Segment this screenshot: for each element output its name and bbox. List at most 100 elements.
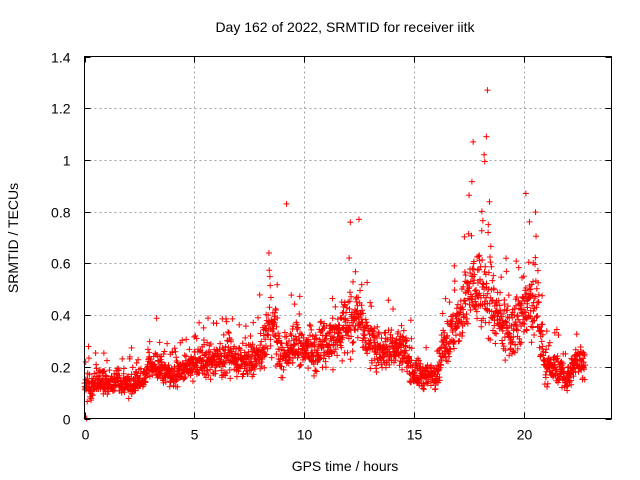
data-point: [530, 278, 537, 285]
data-point: [264, 345, 271, 352]
data-point: [452, 332, 459, 339]
data-point: [250, 319, 257, 326]
data-point: [340, 325, 347, 332]
data-point: [135, 356, 142, 363]
data-point: [354, 307, 361, 314]
data-point: [513, 258, 520, 265]
data-point: [352, 315, 359, 322]
data-point: [496, 302, 503, 309]
data-point: [451, 278, 458, 285]
data-point: [91, 370, 98, 377]
data-point: [446, 348, 453, 355]
data-point: [211, 356, 218, 363]
data-point: [311, 372, 318, 379]
data-point: [149, 372, 156, 379]
data-point: [280, 366, 287, 373]
data-point: [104, 391, 111, 398]
data-point: [528, 339, 535, 346]
data-point: [525, 290, 532, 297]
data-point: [378, 361, 385, 368]
y-tick-label: 0.6: [51, 256, 71, 272]
data-point: [221, 360, 228, 367]
y-tick-label: 0.4: [51, 308, 71, 324]
data-point: [528, 281, 535, 288]
data-point: [354, 326, 361, 333]
data-point: [519, 320, 526, 327]
data-point: [508, 339, 515, 346]
data-point: [313, 368, 320, 375]
data-point: [346, 289, 353, 296]
data-point: [503, 268, 510, 275]
data-point: [521, 321, 528, 328]
data-point: [542, 374, 549, 381]
x-tick-label: 5: [191, 427, 199, 443]
x-tick-label: 0: [82, 427, 90, 443]
data-point: [283, 200, 290, 207]
data-point: [582, 362, 589, 369]
data-point: [432, 385, 439, 392]
data-point: [374, 323, 381, 330]
data-point: [539, 292, 546, 299]
data-point: [451, 262, 458, 269]
data-point: [558, 358, 565, 365]
y-tick-label: 1.2: [51, 101, 71, 117]
data-point: [475, 253, 482, 260]
data-point: [408, 335, 415, 342]
data-point: [120, 365, 127, 372]
data-point: [350, 278, 357, 285]
data-point: [471, 271, 478, 278]
data-point: [288, 332, 295, 339]
data-point: [398, 322, 405, 329]
data-point: [581, 376, 588, 383]
data-point: [320, 355, 327, 362]
data-point: [305, 365, 312, 372]
y-tick-label: 0.2: [51, 360, 71, 376]
data-point: [146, 338, 153, 345]
data-point: [489, 277, 496, 284]
data-point: [523, 315, 530, 322]
data-point: [226, 329, 233, 336]
data-point: [580, 355, 587, 362]
data-point: [265, 250, 272, 257]
data-point: [189, 378, 196, 385]
data-point: [292, 341, 299, 348]
data-point: [347, 356, 354, 363]
data-point: [518, 300, 525, 307]
data-point: [527, 286, 534, 293]
data-point: [420, 385, 427, 392]
data-point: [116, 372, 123, 379]
data-point: [467, 270, 474, 277]
data-point: [482, 263, 489, 270]
data-point: [251, 363, 258, 370]
data-point: [332, 303, 339, 310]
data-point: [218, 367, 225, 374]
data-point: [289, 347, 296, 354]
data-point: [296, 311, 303, 318]
data-point: [562, 350, 569, 357]
data-point: [504, 307, 511, 314]
data-point: [204, 339, 211, 346]
data-point: [306, 332, 313, 339]
data-point: [436, 377, 443, 384]
data-point: [296, 293, 303, 300]
data-point: [358, 324, 365, 331]
data-point: [235, 368, 242, 375]
data-point: [368, 359, 375, 366]
data-point: [504, 303, 511, 310]
data-point: [204, 367, 211, 374]
data-point: [399, 366, 406, 373]
data-point: [257, 342, 264, 349]
data-point: [119, 355, 126, 362]
data-point: [577, 344, 584, 351]
data-point: [366, 339, 373, 346]
data-point: [490, 272, 497, 279]
data-point: [396, 336, 403, 343]
data-point: [514, 327, 521, 334]
data-point: [242, 323, 249, 330]
data-point: [454, 301, 461, 308]
data-point: [266, 304, 273, 311]
data-point: [505, 292, 512, 299]
data-point: [314, 347, 321, 354]
data-point: [382, 364, 389, 371]
